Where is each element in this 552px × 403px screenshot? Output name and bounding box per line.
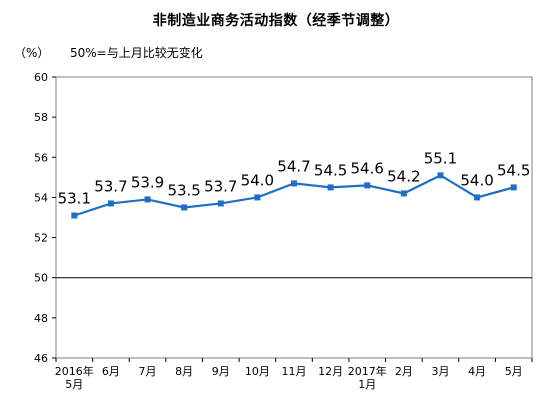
- x-tick-label: 11月: [282, 365, 307, 378]
- y-tick-label: 56: [34, 151, 48, 164]
- y-tick-label: 50: [34, 272, 48, 285]
- x-tick-label: 8月: [175, 365, 193, 378]
- x-tick-label: 6月: [102, 365, 120, 378]
- y-tick-label: 46: [34, 352, 48, 365]
- x-tick-label: 3月: [431, 365, 449, 378]
- x-tick-label: 1月: [358, 378, 376, 391]
- data-point: [254, 194, 261, 201]
- data-point: [474, 194, 481, 201]
- data-label: 54.7: [277, 157, 310, 175]
- data-label: 54.0: [460, 171, 493, 189]
- data-point: [437, 172, 444, 179]
- data-label: 54.0: [241, 171, 274, 189]
- data-label: 54.5: [497, 161, 530, 179]
- x-tick-label: 9月: [212, 365, 230, 378]
- data-label: 53.9: [131, 173, 164, 191]
- y-axis: 46 48 50 52 54 56 58 60: [34, 71, 56, 365]
- data-label: 54.5: [314, 161, 347, 179]
- chart-title: 非制造业商务活动指数（经季节调整）: [152, 13, 400, 29]
- data-labels: 53.153.7 53.9 53.5 53.7 54.054.7 54.5 54.6 54.2…: [58, 149, 531, 207]
- data-label: 53.1: [58, 189, 91, 207]
- data-point: [181, 204, 188, 211]
- y-tick-label: 52: [34, 232, 48, 245]
- x-tick-label: 2017年: [348, 364, 387, 378]
- y-tick-label: 54: [34, 191, 48, 204]
- data-point: [327, 184, 334, 191]
- data-label: 53.5: [167, 181, 200, 199]
- chart-note: 50%=与上月比较无变化: [70, 46, 203, 60]
- y-tick-label: 58: [34, 111, 48, 124]
- data-label: 54.2: [387, 167, 420, 185]
- x-tick-label: 5月: [505, 365, 523, 378]
- data-point: [144, 196, 151, 203]
- data-point: [510, 184, 517, 191]
- x-tick-label: 2月: [395, 365, 413, 378]
- data-label: 54.6: [351, 159, 384, 177]
- x-tick-label: 5月: [65, 378, 83, 391]
- plot-border: [55, 76, 533, 359]
- data-point: [217, 200, 224, 207]
- y-tick-label: 48: [34, 312, 48, 325]
- data-point: [107, 200, 114, 207]
- data-point: [400, 190, 407, 197]
- data-label: 53.7: [94, 177, 127, 195]
- x-tick-label: 10月: [245, 365, 270, 378]
- plot-frame: [55, 76, 533, 359]
- data-point: [71, 212, 78, 219]
- y-axis-unit: （%）: [14, 46, 50, 60]
- series-line: [71, 172, 517, 219]
- data-label: 55.1: [424, 149, 457, 167]
- y-tick-label: 60: [34, 71, 48, 84]
- x-tick-label: 12月: [318, 365, 343, 378]
- data-point: [291, 180, 297, 187]
- x-tick-label: 7月: [139, 365, 157, 378]
- x-tick-label: 4月: [468, 365, 486, 378]
- data-label: 53.7: [204, 177, 237, 195]
- data-point: [364, 182, 371, 189]
- x-tick-label: 2016年: [55, 364, 94, 378]
